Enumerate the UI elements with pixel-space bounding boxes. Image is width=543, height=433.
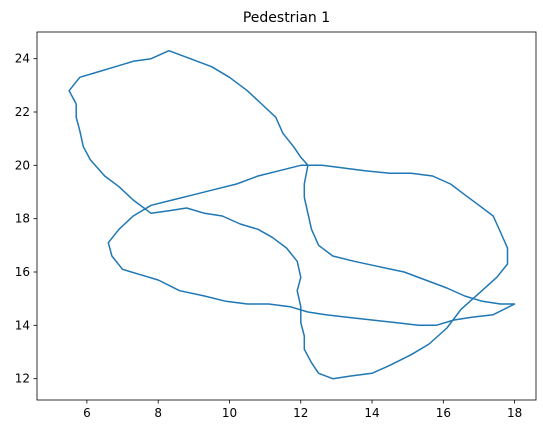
x-tick-label: 8 [154,406,162,420]
x-axis: 6 8 10 12 14 16 18 [83,400,522,420]
series-line-1 [68,49,516,380]
y-tick-label: 22 [15,105,30,119]
y-axis: 12 14 16 18 20 22 24 [15,52,37,386]
x-tick-label: 10 [222,406,237,420]
x-tick-label: 16 [436,406,451,420]
y-tick-label: 18 [15,212,30,226]
x-tick-label: 6 [83,406,91,420]
y-tick-label: 14 [15,318,30,332]
y-tick-label: 12 [15,372,30,386]
y-tick-label: 20 [15,158,30,172]
chart-title: Pedestrian 1 [243,10,330,26]
y-tick-label: 24 [15,52,30,66]
x-tick-label: 12 [293,406,308,420]
axes-frame [36,31,537,401]
plot-area [68,49,516,380]
y-tick-label: 16 [15,265,30,279]
x-tick-label: 18 [507,406,522,420]
x-tick-label: 14 [364,406,379,420]
